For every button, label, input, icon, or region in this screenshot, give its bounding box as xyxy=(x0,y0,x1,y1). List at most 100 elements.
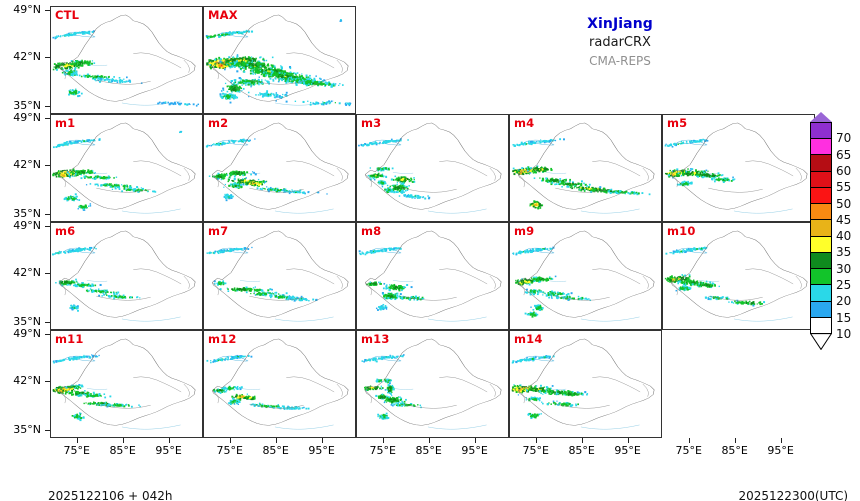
footer-init-line1: 2025122106 + 042h xyxy=(48,489,173,501)
x-tickmark xyxy=(168,438,170,443)
y-tick-label: 42°N xyxy=(13,266,41,280)
footer-left: 2025122106 + 042h 2025122114 + 042h xyxy=(48,459,173,501)
map-panel-m14: m14 xyxy=(509,330,662,438)
colorbar-band xyxy=(811,236,831,253)
colorbar-tick-label: 60 xyxy=(836,163,852,178)
x-tick-label: 95°E xyxy=(155,444,182,457)
title-block: XinJiang radarCRX CMA-REPS xyxy=(505,14,735,71)
colorbar-tick-label: 25 xyxy=(836,278,852,293)
colorbar: 70 65 60 55 50 45 40 35 30 25 20 15 10 xyxy=(810,112,851,352)
y-tick-label: 35°N xyxy=(13,98,41,112)
panel-label: MAX xyxy=(208,8,238,22)
x-tick-label: 75°E xyxy=(369,444,396,457)
y-tick-label: 35°N xyxy=(13,422,41,436)
x-tickmark xyxy=(428,438,430,443)
x-tickmark xyxy=(382,438,384,443)
y-tick-label: 42°N xyxy=(13,50,41,64)
x-tickmark xyxy=(321,438,323,443)
colorbar-band xyxy=(811,317,831,334)
x-tick-label: 75°E xyxy=(675,444,702,457)
colorbar-tick-label: 10 xyxy=(836,327,852,341)
panel-label: m7 xyxy=(208,224,229,238)
panel-label: m1 xyxy=(55,116,76,130)
x-tickmark xyxy=(474,438,476,443)
colorbar-band xyxy=(811,204,831,221)
x-tick-label: 95°E xyxy=(308,444,335,457)
map-panel-m12: m12 xyxy=(203,330,356,438)
map-panel-ctl: CTL xyxy=(50,6,203,114)
colorbar-band xyxy=(811,155,831,172)
colorbar-band xyxy=(811,171,831,188)
panel-label: m10 xyxy=(667,224,696,238)
map-panel-m10: m10 xyxy=(662,222,815,330)
colorbar-tick-label: 30 xyxy=(836,261,852,276)
x-tick-label: 85°E xyxy=(109,444,136,457)
y-tickmark xyxy=(45,105,50,108)
panel-label: m8 xyxy=(361,224,382,238)
y-tick-label: 49°N xyxy=(13,326,41,340)
panel-label: m2 xyxy=(208,116,229,130)
panel-label: m4 xyxy=(514,116,535,130)
x-tickmark xyxy=(275,438,277,443)
y-tick-label: 49°N xyxy=(13,2,41,16)
x-tick-label: 95°E xyxy=(614,444,641,457)
x-tick-label: 85°E xyxy=(568,444,595,457)
x-tick-label: 85°E xyxy=(262,444,289,457)
map-panel-m2: m2 xyxy=(203,114,356,222)
x-tickmark xyxy=(627,438,629,443)
x-tickmark xyxy=(734,438,736,443)
y-tick-label: 42°N xyxy=(13,158,41,172)
map-panel-m11: m11 xyxy=(50,330,203,438)
panel-label: m13 xyxy=(361,332,390,346)
y-tick-label: 35°N xyxy=(13,314,41,328)
colorbar-band xyxy=(811,220,831,237)
y-tick-label: 49°N xyxy=(13,218,41,232)
colorbar-band xyxy=(811,187,831,205)
x-tick-label: 75°E xyxy=(522,444,549,457)
x-tick-label: 85°E xyxy=(721,444,748,457)
y-tickmark xyxy=(45,429,50,432)
panel-label: CTL xyxy=(55,8,80,22)
y-tickmark xyxy=(45,57,50,59)
colorbar-band xyxy=(811,301,831,318)
colorbar-tick-label: 15 xyxy=(836,310,852,325)
x-tick-label: 95°E xyxy=(461,444,488,457)
map-panel-m7: m7 xyxy=(203,222,356,330)
y-tickmark xyxy=(45,333,50,335)
panel-label: m5 xyxy=(667,116,688,130)
y-tickmark xyxy=(45,117,50,119)
map-panel-m13: m13 xyxy=(356,330,509,438)
x-tickmark xyxy=(688,438,690,443)
y-tick-label: 49°N xyxy=(13,110,41,124)
colorbar-tick-label: 40 xyxy=(836,229,852,244)
map-panel-m3: m3 xyxy=(356,114,509,222)
panel-label: m11 xyxy=(55,332,84,346)
y-tickmark xyxy=(45,225,50,227)
x-tick-label: 85°E xyxy=(415,444,442,457)
colorbar-tick-label: 45 xyxy=(836,212,852,227)
colorbar-extend-bottom xyxy=(810,333,832,350)
y-tickmark xyxy=(45,321,50,324)
colorbar-band xyxy=(811,139,831,156)
x-tick-label: 75°E xyxy=(63,444,90,457)
colorbar-band xyxy=(811,252,831,270)
x-tickmark xyxy=(122,438,124,443)
colorbar-band xyxy=(811,123,831,140)
y-tickmark xyxy=(45,9,50,11)
panel-label: m6 xyxy=(55,224,76,238)
colorbar-band xyxy=(811,269,831,286)
map-panel-m1: m1 xyxy=(50,114,203,222)
y-tickmark xyxy=(45,213,50,216)
map-panel-m9: m9 xyxy=(509,222,662,330)
panel-label: m14 xyxy=(514,332,543,346)
colorbar-tick-label: 20 xyxy=(836,294,852,309)
map-panel-m4: m4 xyxy=(509,114,662,222)
x-tickmark xyxy=(780,438,782,443)
footer-valid-utc: 2025122300(UTC) xyxy=(738,489,849,501)
map-panel-max: MAX xyxy=(203,6,356,114)
map-panel-m8: m8 xyxy=(356,222,509,330)
y-tickmark xyxy=(45,165,50,167)
y-tickmark xyxy=(45,273,50,275)
colorbar-band xyxy=(811,285,831,302)
